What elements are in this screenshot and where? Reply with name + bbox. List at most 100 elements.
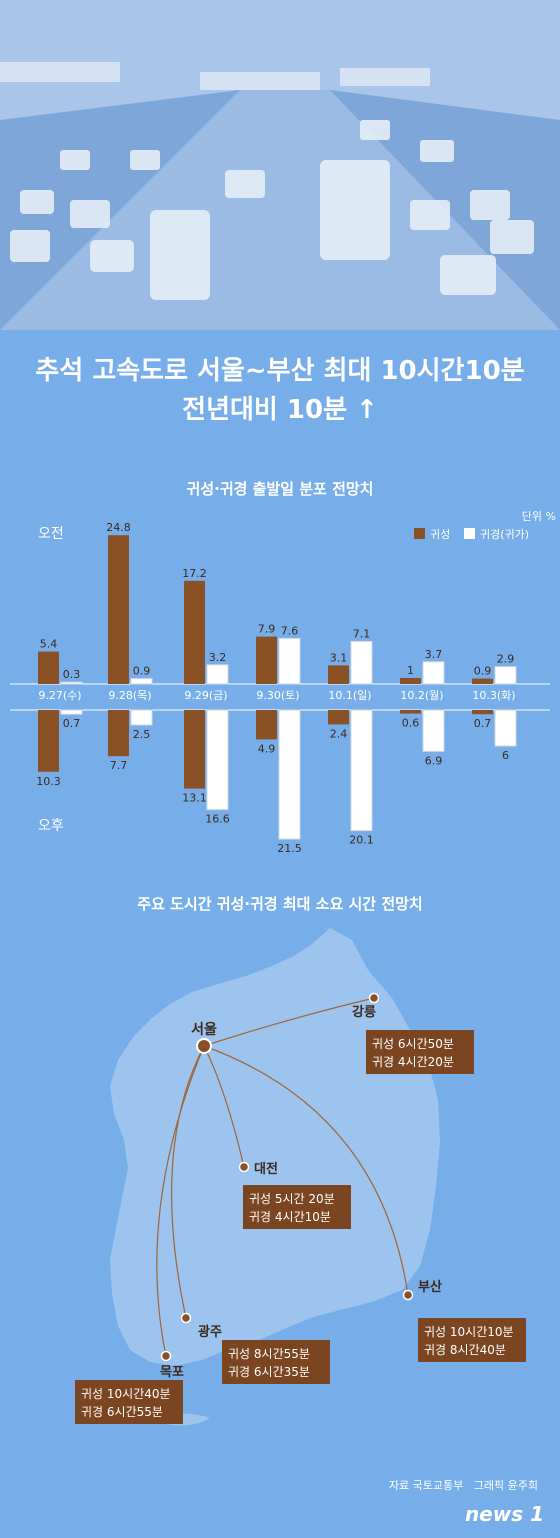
data-label-pm: 6	[502, 749, 509, 762]
bar-am-out	[328, 665, 349, 684]
departure-distribution-chart: 단위 % 오전 오후 귀성 귀경(귀가) 9.27(수) 5.4 10.3 0.3 0.…	[10, 510, 556, 855]
city-label: 광주	[198, 1325, 222, 1340]
data-label-pm: 10.3	[36, 775, 61, 788]
data-label-pm: 7.7	[110, 759, 128, 772]
unit-label: 단위 %	[522, 510, 556, 523]
bar-am-return	[422, 661, 445, 685]
x-tick-label: 9.30(토)	[256, 689, 299, 702]
travel-time-out: 귀성 8시간55분	[228, 1347, 310, 1361]
bar-pm-return	[130, 709, 153, 726]
seoul-marker	[196, 1038, 212, 1054]
travel-time-box	[222, 1340, 330, 1384]
bar-am-return	[60, 681, 83, 685]
data-label-am: 7.6	[281, 624, 299, 637]
source-text: 자료 국토교통부	[388, 1479, 464, 1492]
travel-time-out: 귀성 5시간 20분	[249, 1192, 335, 1206]
city-label: 강릉	[352, 1004, 376, 1020]
travel-time-return: 귀경 6시간35분	[228, 1365, 310, 1379]
bar-am-return	[278, 637, 301, 685]
chart-title: 귀성·귀경 출발일 분포 전망치	[186, 480, 374, 498]
bar-am-out	[184, 580, 205, 684]
data-label-am: 7.9	[258, 623, 276, 636]
travel-time-out: 귀성 6시간50분	[372, 1037, 454, 1051]
seoul-label: 서울	[191, 1021, 217, 1038]
pm-label: 오후	[38, 818, 64, 834]
data-label-pm: 0.7	[63, 717, 81, 730]
legend-label-return: 귀경(귀가)	[480, 528, 529, 541]
bar-pm-out	[472, 710, 493, 715]
bar-am-out	[108, 535, 129, 684]
x-tick-label: 10.1(일)	[328, 688, 371, 702]
page-title-line2: 전년대비 10분 ↑	[182, 395, 378, 425]
city-marker	[238, 1161, 250, 1173]
legend-label-out: 귀성	[430, 528, 450, 541]
travel-time-box	[243, 1185, 351, 1229]
credit: 자료 국토교통부 그래픽 윤주희	[389, 1477, 538, 1493]
data-label-pm: 21.5	[277, 842, 302, 855]
bar-am-out	[472, 678, 493, 684]
map-title: 주요 도시간 귀성·귀경 최대 소요 시간 전망치	[137, 895, 423, 913]
data-label-pm: 2.5	[133, 728, 151, 741]
data-label-am: 1	[407, 664, 414, 677]
data-label-am: 5.4	[40, 638, 58, 651]
bar-pm-return	[60, 709, 83, 715]
highway-photo-illustration	[0, 0, 560, 330]
bar-am-out	[256, 636, 277, 684]
data-label-pm: 16.6	[205, 813, 230, 826]
bar-am-out	[38, 651, 59, 684]
bar-pm-out	[108, 710, 129, 757]
chart-legend: 귀성 귀경(귀가)	[414, 528, 529, 541]
city-marker	[160, 1350, 172, 1362]
travel-time-box	[366, 1030, 474, 1074]
bar-am-out	[400, 678, 421, 684]
travel-time-out: 귀성 10시간10분	[424, 1325, 514, 1339]
bar-pm-return	[494, 709, 517, 747]
travel-time-return: 귀경 8시간40분	[424, 1343, 506, 1357]
travel-time-out: 귀성 10시간40분	[81, 1387, 171, 1401]
data-label-am: 3.7	[425, 648, 443, 661]
x-tick-label: 9.28(목)	[108, 689, 151, 702]
bar-pm-out	[184, 710, 205, 789]
bar-am-return	[350, 640, 373, 685]
data-label-pm: 4.9	[258, 742, 276, 755]
city-label: 목포	[160, 1365, 184, 1380]
route-lines	[156, 997, 409, 1357]
travel-time-box	[75, 1380, 183, 1424]
data-label-am: 7.1	[353, 627, 371, 640]
bar-pm-out	[400, 710, 421, 714]
legend-swatch-return	[464, 528, 475, 539]
data-label-pm: 2.4	[330, 727, 348, 740]
city-marker	[180, 1312, 192, 1324]
data-label-am: 0.9	[474, 665, 492, 678]
data-label-am: 3.1	[330, 651, 348, 664]
data-label-am: 17.2	[182, 567, 207, 580]
bar-pm-return	[422, 709, 445, 752]
data-label-pm: 6.9	[425, 754, 443, 767]
travel-time-return: 귀경 4시간20분	[372, 1055, 454, 1069]
city-label: 부산	[418, 1279, 442, 1295]
bar-pm-return	[350, 709, 373, 832]
legend-swatch-out	[414, 528, 425, 539]
bar-pm-return	[278, 709, 301, 840]
travel-time-return: 귀경 6시간55분	[81, 1405, 163, 1419]
bar-pm-out	[256, 710, 277, 740]
news1-logo: news 1	[464, 1502, 544, 1526]
data-label-am: 24.8	[106, 521, 131, 534]
bar-pm-return	[206, 709, 229, 811]
travel-time-box	[418, 1318, 526, 1362]
bar-pm-out	[328, 710, 349, 725]
data-label-am: 0.9	[133, 665, 151, 678]
page-title-line1: 추석 고속도로 서울~부산 최대 10시간10분	[35, 356, 525, 386]
bar-pm-out	[38, 710, 59, 772]
x-tick-label: 10.2(월)	[400, 689, 443, 702]
bar-am-return	[206, 664, 229, 685]
x-tick-label: 9.27(수)	[38, 689, 81, 702]
data-label-pm: 20.1	[349, 834, 374, 847]
x-tick-label: 9.29(금)	[184, 689, 227, 702]
data-label-pm: 0.6	[402, 717, 420, 730]
am-label: 오전	[38, 526, 64, 542]
data-label-am: 3.2	[209, 651, 227, 664]
travel-time-return: 귀경 4시간10분	[249, 1210, 331, 1224]
city-marker	[368, 992, 380, 1004]
